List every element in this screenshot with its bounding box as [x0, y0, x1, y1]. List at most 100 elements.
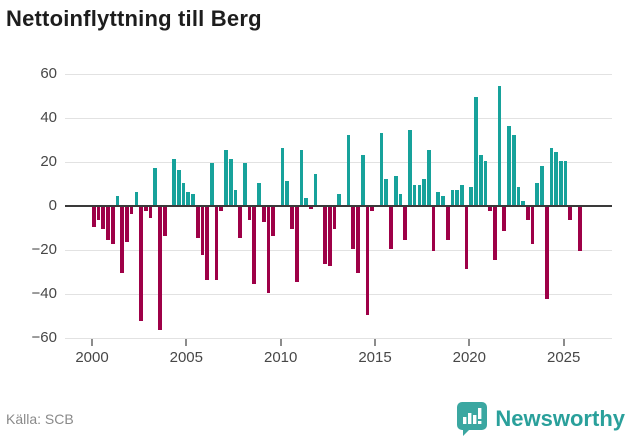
bar: [191, 194, 195, 205]
x-axis-tick-label: 2025: [547, 349, 581, 366]
bar: [228, 158, 233, 205]
bar: [540, 165, 544, 205]
bar: [294, 207, 299, 282]
y-axis-tick-label: −20: [31, 240, 57, 258]
bar: [219, 207, 224, 212]
bar: [186, 191, 191, 205]
bar: [327, 207, 332, 267]
bar: [332, 207, 337, 229]
gridline: [65, 118, 612, 120]
bar: [426, 150, 431, 205]
bar: [408, 130, 412, 205]
x-axis-tick: [562, 339, 565, 346]
bar: [389, 207, 393, 249]
bar: [115, 196, 120, 205]
bar: [285, 180, 290, 205]
bar: [309, 207, 313, 210]
bar: [125, 207, 129, 243]
bar: [365, 207, 370, 315]
y-axis-tick-label: −60: [31, 328, 57, 346]
bar: [346, 134, 351, 205]
bar: [464, 207, 469, 269]
bar: [337, 194, 342, 205]
bar: [441, 196, 445, 205]
bar: [492, 207, 497, 260]
bar: [417, 185, 422, 205]
bar: [139, 207, 143, 322]
bar: [563, 161, 568, 205]
bar: [252, 207, 257, 284]
newsworthy-logo-icon: [456, 401, 488, 437]
bar: [478, 154, 483, 205]
brand-lockup[interactable]: Newsworthy: [456, 401, 625, 437]
bar: [422, 178, 426, 205]
gridline: [65, 337, 612, 339]
bar: [488, 207, 492, 212]
bar: [403, 207, 408, 240]
x-axis-tick-label: 2000: [75, 349, 109, 366]
bar: [205, 207, 209, 280]
bar: [521, 200, 525, 205]
bar: [393, 176, 398, 205]
bar: [544, 207, 549, 300]
y-axis-tick-label: −40: [31, 284, 57, 302]
bar: [209, 163, 214, 205]
bar: [450, 189, 455, 205]
x-axis-tick-label: 2020: [452, 349, 486, 366]
bar: [106, 207, 110, 240]
bar: [304, 198, 309, 205]
bar: [172, 158, 176, 205]
bar: [384, 178, 389, 205]
bar: [577, 207, 582, 251]
bar: [200, 207, 205, 256]
x-axis-tick: [468, 339, 471, 346]
bar: [360, 154, 365, 205]
y-axis-tick-label: 20: [40, 153, 57, 171]
bar: [233, 189, 238, 205]
x-axis-tick-label: 2005: [169, 349, 203, 366]
bar: [101, 207, 106, 229]
bar: [313, 174, 318, 205]
bar: [120, 207, 125, 273]
bar: [96, 207, 101, 221]
bar: [153, 167, 158, 205]
bar: [247, 207, 252, 221]
y-axis-tick-label: 60: [40, 65, 57, 83]
bar: [455, 189, 459, 205]
bar: [242, 163, 247, 205]
bar: [511, 134, 516, 205]
bar: [370, 207, 375, 212]
bar: [195, 207, 200, 238]
bar: [398, 194, 403, 205]
bar: [436, 191, 441, 205]
bar: [143, 207, 148, 212]
bar: [351, 207, 356, 249]
chart-title: Nettoinflyttning till Berg: [6, 6, 262, 31]
bar: [280, 147, 285, 205]
bar: [483, 161, 488, 205]
x-axis-tick-label: 2015: [358, 349, 392, 366]
bar: [134, 191, 139, 205]
zero-axis-line: [65, 205, 612, 207]
bar: [92, 207, 96, 227]
bar: [445, 207, 450, 240]
bar: [379, 132, 384, 205]
bar: [129, 207, 134, 214]
bar: [214, 207, 219, 280]
bar: [554, 152, 558, 205]
bar: [271, 207, 275, 236]
bar: [148, 207, 153, 218]
bar: [469, 187, 474, 205]
bar: [181, 183, 186, 205]
bar: [549, 147, 554, 205]
bar: [525, 207, 530, 221]
bar: [502, 207, 507, 232]
bar: [290, 207, 294, 229]
logo-badge-shape: [457, 402, 488, 436]
bar: [530, 207, 535, 245]
bar: [559, 161, 563, 205]
bar: [507, 125, 511, 205]
bar: [474, 97, 478, 205]
